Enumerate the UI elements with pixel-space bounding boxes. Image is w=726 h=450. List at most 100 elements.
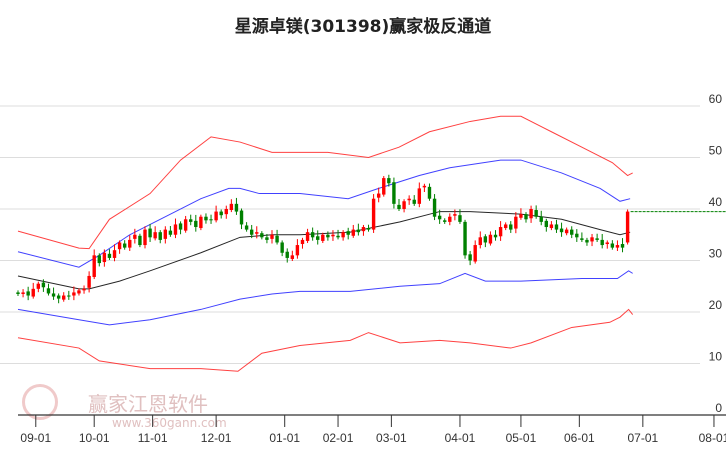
candle-body xyxy=(77,290,81,294)
y-tick-label: 50 xyxy=(709,144,723,158)
candle-body xyxy=(72,292,76,296)
y-tick-label: 60 xyxy=(709,92,723,106)
candle-body xyxy=(432,198,437,217)
candle-body xyxy=(265,237,269,240)
x-tick-label: 01-01 xyxy=(269,431,300,445)
candle-body xyxy=(148,228,152,238)
candle-body xyxy=(117,242,122,250)
watermark-brand: 赢家江恩软件 xyxy=(88,392,208,416)
candle-body xyxy=(463,221,467,256)
candle-body xyxy=(199,216,203,229)
candle-body xyxy=(488,234,493,244)
candle-body xyxy=(305,232,310,241)
candle-body xyxy=(620,244,625,248)
candle-body xyxy=(122,243,127,248)
candle-body xyxy=(214,211,218,221)
candle-body xyxy=(133,234,137,239)
channel-line-upper-outer xyxy=(17,115,633,250)
candle-body xyxy=(412,199,416,204)
candle-body xyxy=(376,193,381,198)
candle-body xyxy=(270,234,274,239)
candle-body xyxy=(112,250,117,258)
candle-body xyxy=(189,219,193,222)
candle-body xyxy=(351,229,355,236)
candle-body xyxy=(382,178,386,195)
candle-body xyxy=(478,237,482,246)
candle-body xyxy=(615,245,620,248)
candle-body xyxy=(549,224,554,229)
x-tick-label: 11-01 xyxy=(138,431,168,445)
x-tick-label: 10-01 xyxy=(79,431,110,445)
candle-body xyxy=(107,253,112,258)
candle-body xyxy=(36,283,41,289)
candle-body xyxy=(397,204,401,209)
candle-body xyxy=(21,292,25,294)
candle-body xyxy=(448,216,452,222)
candle-body xyxy=(153,232,157,239)
candle-body xyxy=(453,214,457,216)
candle-body xyxy=(437,215,442,220)
candle-body xyxy=(422,185,427,188)
channel-line-middle xyxy=(17,211,631,290)
candle-body xyxy=(255,232,259,234)
candle-body xyxy=(585,239,589,243)
candle-body xyxy=(62,295,66,300)
candle-body xyxy=(600,239,604,246)
candle-body xyxy=(194,220,198,228)
x-tick-label: 09-01 xyxy=(20,431,51,445)
candle-body xyxy=(97,255,101,264)
candle-body xyxy=(554,224,559,230)
candle-body xyxy=(539,216,543,222)
candle-body xyxy=(509,224,513,230)
candle-body xyxy=(138,235,142,246)
candle-body xyxy=(183,219,188,231)
watermark-url: www.360gann.com xyxy=(112,416,227,430)
candle-body xyxy=(316,236,320,240)
candle-body xyxy=(402,201,406,209)
chart-title: 星源卓镁(301398)赢家极反通道 xyxy=(234,17,492,37)
candle-body xyxy=(544,220,549,228)
candle-body xyxy=(209,219,213,221)
watermark-seal xyxy=(22,384,58,420)
candle-body xyxy=(341,232,345,238)
candle-body xyxy=(46,288,51,294)
candle-body xyxy=(239,210,244,225)
candle-body xyxy=(427,186,432,199)
x-tick-label: 12-01 xyxy=(201,431,232,445)
candle-body xyxy=(168,230,173,235)
candle-body xyxy=(580,238,584,240)
candle-body xyxy=(336,235,340,238)
candle-body xyxy=(514,216,518,229)
candle-body xyxy=(346,231,350,235)
candle-body xyxy=(356,229,361,233)
candle-body xyxy=(407,198,411,201)
candle-body xyxy=(417,188,422,204)
candle-body xyxy=(163,229,168,239)
x-tick-label: 03-01 xyxy=(376,431,407,445)
y-tick-label: 30 xyxy=(709,247,723,261)
candle-body xyxy=(260,233,264,238)
x-tick-label: 04-01 xyxy=(445,431,476,445)
candle-body xyxy=(493,234,498,238)
candle-body xyxy=(178,223,183,230)
candle-body xyxy=(92,255,96,277)
candle-body xyxy=(300,239,305,245)
candle-body xyxy=(173,224,178,235)
candle-body xyxy=(366,228,371,230)
candle-body xyxy=(204,216,208,221)
candle-body xyxy=(229,203,234,211)
candle-body xyxy=(361,227,366,232)
candle-body xyxy=(82,288,86,291)
candle-body xyxy=(41,282,46,288)
candle-body xyxy=(87,275,91,288)
candle-body xyxy=(321,234,325,241)
candle-body xyxy=(143,229,147,246)
candle-body xyxy=(128,239,132,248)
candle-body xyxy=(498,227,503,237)
candle-body xyxy=(26,291,30,296)
candle-body xyxy=(31,288,35,297)
candle-body xyxy=(595,238,599,240)
candle-body xyxy=(625,211,630,243)
candle-body xyxy=(458,215,462,222)
y-tick-label: 20 xyxy=(709,298,723,312)
